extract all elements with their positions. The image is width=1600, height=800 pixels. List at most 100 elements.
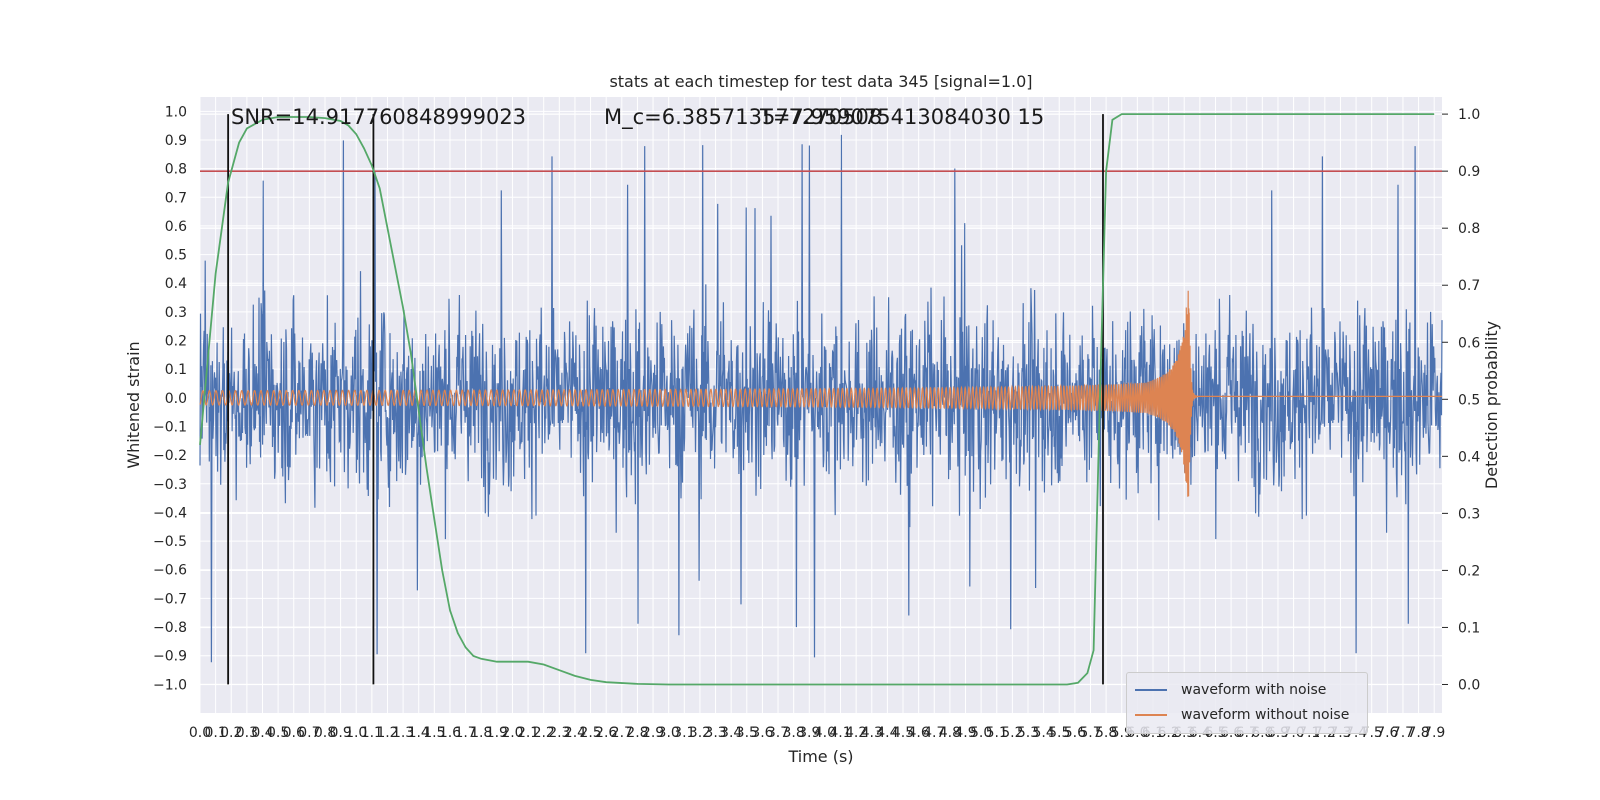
- y-tick-label-left: −0.8: [153, 620, 187, 636]
- legend-label-noise: waveform with noise: [1181, 682, 1327, 698]
- x-tick-label: 3.3: [704, 725, 726, 741]
- x-tick-label: 3.2: [689, 725, 711, 741]
- y-tick-label-right: 0.7: [1458, 278, 1480, 294]
- waveform-without-noise-series: [199, 290, 1442, 497]
- y-tick-label-left: 0.8: [165, 162, 187, 178]
- snr-annotation: SNR=14.917760848999023: [231, 105, 526, 129]
- y-axis-label-right: Detection probability: [1482, 321, 1501, 489]
- x-tick-label: 3.9: [798, 725, 820, 741]
- legend-item-clean: waveform without noise: [1135, 703, 1349, 727]
- vertical-markers: [227, 114, 1104, 685]
- legend-item-noise: waveform with noise: [1135, 678, 1326, 702]
- y-ticks-right: 1.0 0.9 0.8 0.7 0.6 0.5 0.4 0.3 0.2 0.1 0.0: [1442, 107, 1480, 693]
- x-tick-label: 4.9: [954, 725, 976, 741]
- x-tick-label: 2.8: [626, 725, 648, 741]
- y-tick-label-left: −0.6: [153, 563, 187, 579]
- y-tick-label-left: −0.2: [153, 448, 187, 464]
- x-tick-label: 4.2: [845, 725, 867, 741]
- y-tick-label-left: −0.9: [153, 649, 187, 665]
- x-tick-label: 0.2: [220, 725, 242, 741]
- y-tick-label-left: −0.7: [153, 591, 187, 607]
- y-tick-label-right: 0.5: [1458, 392, 1480, 408]
- y-ticks-left: 1.0 0.9 0.8 0.7 0.6 0.5 0.4 0.3 0.2 0.1 0.0 −0.1 −0.…: [153, 104, 187, 693]
- x-tick-label: 0.7: [298, 725, 320, 741]
- x-tick-label: 2.1: [517, 725, 539, 741]
- x-tick-label: 5.5: [1048, 725, 1070, 741]
- x-tick-label: 1.3: [392, 725, 414, 741]
- x-tick-label: 0.3: [236, 725, 258, 741]
- x-tick-label: 2.9: [642, 725, 664, 741]
- x-tick-label: 1.7: [454, 725, 476, 741]
- x-tick-label: 1.2: [376, 725, 398, 741]
- waveform-without-noise-line: [199, 290, 1442, 497]
- x-tick-label: 0.4: [251, 725, 273, 741]
- x-tick-label: 4.1: [829, 725, 851, 741]
- y-tick-label-left: 0.9: [165, 133, 187, 149]
- x-tick-label: 1.4: [408, 725, 430, 741]
- x-tick-label: 1.9: [486, 725, 508, 741]
- x-tick-label: 2.6: [595, 725, 617, 741]
- y-tick-label-right: 0.2: [1458, 563, 1480, 579]
- y-tick-label-left: 0.7: [165, 190, 187, 206]
- x-tick-label: 2.7: [611, 725, 633, 741]
- x-tick-label: 0.8: [314, 725, 336, 741]
- x-tick-label: 0.6: [283, 725, 305, 741]
- y-tick-label-left: 0.6: [165, 219, 187, 235]
- x-tick-label: 3.8: [783, 725, 805, 741]
- x-tick-label: 5.6: [1064, 725, 1086, 741]
- y-axis-label-left: Whitened strain: [124, 341, 143, 468]
- x-tick-label: 0.9: [329, 725, 351, 741]
- x-tick-label: 5.8: [1095, 725, 1117, 741]
- time-annotation: T=7.959075413084030 15: [759, 105, 1044, 129]
- x-tick-label: 4.7: [923, 725, 945, 741]
- x-tick-label: 4.8: [939, 725, 961, 741]
- x-tick-label: 0.1: [204, 725, 226, 741]
- legend: waveform with noise waveform without noi…: [1126, 672, 1368, 734]
- y-tick-label-right: 0.1: [1458, 620, 1480, 636]
- y-tick-label-left: 1.0: [165, 104, 187, 120]
- y-tick-label-left: −0.3: [153, 477, 187, 493]
- x-tick-label: 5.2: [1001, 725, 1023, 741]
- x-tick-label: 3.1: [673, 725, 695, 741]
- x-tick-label: 4.6: [908, 725, 930, 741]
- x-tick-label: 4.4: [876, 725, 898, 741]
- x-tick-label: 7.8: [1407, 725, 1429, 741]
- detection-probability-series: [199, 113, 1435, 686]
- legend-swatch-noise: [1135, 689, 1167, 691]
- chirp-mass-annotation: M_c=6.385713577270508: [604, 105, 882, 130]
- x-tick-label: 5.1: [986, 725, 1008, 741]
- legend-swatch-clean: [1135, 714, 1167, 716]
- x-tick-label: 2.5: [579, 725, 601, 741]
- x-tick-label: 5.3: [1017, 725, 1039, 741]
- x-tick-label: 2.2: [533, 725, 555, 741]
- y-tick-label-right: 0.0: [1458, 677, 1480, 693]
- x-tick-label: 5.7: [1079, 725, 1101, 741]
- y-tick-label-left: −1.0: [153, 677, 187, 693]
- x-tick-label: 1.5: [423, 725, 445, 741]
- y-tick-label-left: 0.0: [165, 391, 187, 407]
- x-tick-label: 7.7: [1392, 725, 1414, 741]
- x-tick-label: 5.4: [1032, 725, 1054, 741]
- x-tick-label: 1.6: [439, 725, 461, 741]
- y-tick-label-left: −0.4: [153, 505, 187, 521]
- y-tick-label-left: 0.4: [165, 276, 187, 292]
- x-tick-label: 4.0: [814, 725, 836, 741]
- x-tick-label: 2.4: [564, 725, 586, 741]
- x-tick-label: 0.0: [189, 725, 211, 741]
- legend-label-clean: waveform without noise: [1181, 707, 1350, 723]
- x-tick-label: 1.1: [361, 725, 383, 741]
- y-tick-label-left: −0.5: [153, 534, 187, 550]
- y-tick-label-left: 0.1: [165, 362, 187, 378]
- y-tick-label-right: 0.8: [1458, 221, 1480, 237]
- x-tick-label: 2.3: [548, 725, 570, 741]
- y-tick-label-left: 0.2: [165, 334, 187, 350]
- y-tick-label-left: 0.5: [165, 248, 187, 264]
- x-tick-label: 4.5: [892, 725, 914, 741]
- y-tick-label-right: 0.6: [1458, 335, 1480, 351]
- y-tick-label-right: 0.9: [1458, 164, 1480, 180]
- chart-title: stats at each timestep for test data 345…: [609, 72, 1032, 91]
- x-tick-label: 4.3: [861, 725, 883, 741]
- y-tick-label-left: −0.1: [153, 419, 187, 435]
- x-tick-label: 3.0: [658, 725, 680, 741]
